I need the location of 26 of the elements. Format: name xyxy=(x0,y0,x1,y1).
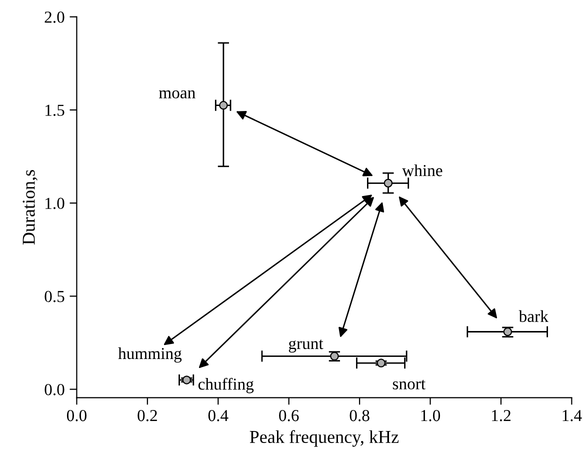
annotation: grunt xyxy=(288,340,324,353)
annotation: snort xyxy=(392,380,426,390)
x-tick-label: 1.4 xyxy=(562,410,582,422)
y-tick-label: 1.0 xyxy=(46,198,64,210)
point xyxy=(219,100,228,110)
annotation: chuffing xyxy=(198,378,254,394)
x-tick-label: 0.2 xyxy=(138,410,157,422)
x-tick-label: 0.8 xyxy=(350,410,370,422)
annotation: bark xyxy=(518,310,548,322)
x-tick-label: 0.6 xyxy=(279,410,299,422)
x-tick-label: 0.4 xyxy=(208,410,228,422)
x-axis-title: Peak frequency, kHz xyxy=(250,430,399,447)
annotation: humming xyxy=(118,347,182,363)
point xyxy=(384,178,393,188)
y-tick-label: 2.0 xyxy=(44,12,64,23)
y-tick-label: 1.5 xyxy=(46,104,64,116)
y-axis-title: Duration,s xyxy=(22,170,38,245)
y-tick-label: 0.0 xyxy=(44,384,64,396)
annotation: whine xyxy=(402,164,442,176)
annotation: moan xyxy=(158,90,196,98)
x-tick-label: 0.0 xyxy=(66,410,87,422)
y-tick-label: 0.5 xyxy=(44,290,64,302)
x-tick-label: 1.0 xyxy=(421,410,440,422)
point xyxy=(182,376,192,384)
point xyxy=(376,358,386,368)
x-tick-label: 1.2 xyxy=(492,410,510,422)
